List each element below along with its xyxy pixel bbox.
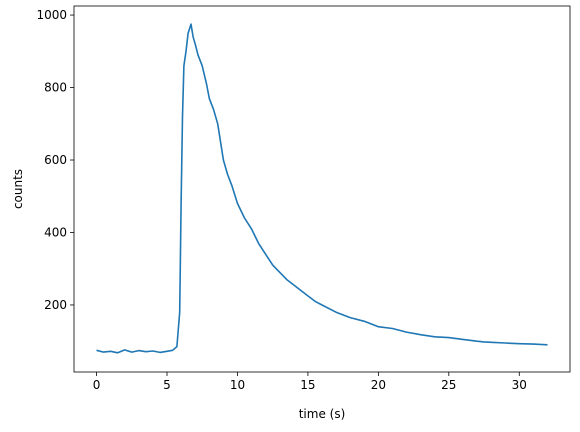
x-axis-label: time (s) <box>299 407 346 421</box>
axes-frame <box>73 5 571 373</box>
x-tick-label-5: 25 <box>441 378 456 392</box>
x-tick-label-0: 0 <box>93 378 101 392</box>
y-tick-label-0: 200 <box>44 298 67 312</box>
x-tick-label-6: 30 <box>512 378 527 392</box>
axes: 0 5 10 15 20 25 30 200 400 600 800 1000 <box>36 5 571 392</box>
plot-area <box>96 23 548 354</box>
y-tick-label-4: 1000 <box>36 8 67 22</box>
y-tick-label-1: 400 <box>44 225 67 239</box>
y-tick-label-2: 600 <box>44 153 67 167</box>
x-tick-label-3: 15 <box>300 378 315 392</box>
y-tick-label-3: 800 <box>44 81 67 95</box>
series-line-0 <box>96 23 548 354</box>
x-tick-label-1: 5 <box>163 378 171 392</box>
x-tick-label-2: 10 <box>230 378 245 392</box>
plot-background <box>74 6 570 372</box>
x-tick-label-4: 20 <box>371 378 386 392</box>
y-axis-label: counts <box>11 169 25 209</box>
